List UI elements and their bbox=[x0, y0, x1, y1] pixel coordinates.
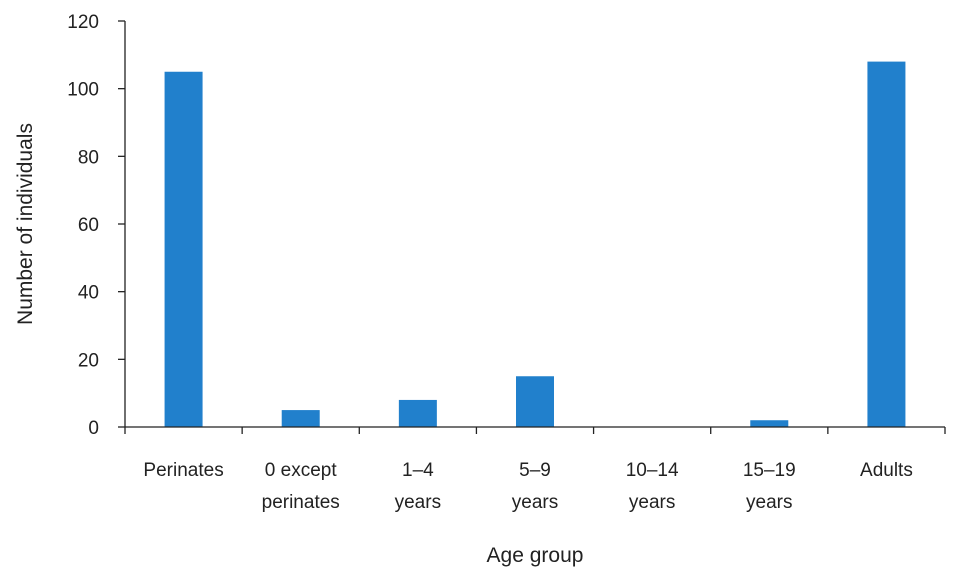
x-category-label: 10–14 years bbox=[626, 460, 679, 513]
y-axis-title: Number of individuals bbox=[14, 123, 37, 325]
y-tick-label: 100 bbox=[67, 80, 99, 101]
y-tick-label: 120 bbox=[67, 12, 99, 33]
y-tick-label: 60 bbox=[78, 215, 99, 236]
x-category-label: Perinates bbox=[143, 460, 223, 481]
y-tick-label: 80 bbox=[78, 147, 99, 168]
y-tick-label: 40 bbox=[78, 283, 99, 304]
bar-6 bbox=[867, 61, 906, 427]
x-axis-title: Age group bbox=[487, 544, 584, 567]
y-axis-ticks: 0 20 40 60 80 100 120 bbox=[67, 12, 125, 439]
bar-5 bbox=[750, 420, 789, 427]
x-category-label: Adults bbox=[860, 460, 913, 481]
x-category-label: 5–9 years bbox=[512, 460, 558, 513]
x-category-label: 1–4 years bbox=[395, 460, 441, 513]
bar-1 bbox=[281, 410, 320, 427]
bar-2 bbox=[398, 399, 437, 427]
y-tick-label: 0 bbox=[88, 418, 99, 439]
bar-0 bbox=[164, 71, 203, 427]
bars bbox=[164, 61, 906, 427]
bar-3 bbox=[516, 376, 554, 427]
x-category-label: 15–19 years bbox=[743, 460, 796, 513]
x-axis-ticks: Perinates 0 except perinates 1–4 years 5–9 yea… bbox=[124, 427, 946, 513]
x-category-label: 0 except perinates bbox=[262, 460, 340, 513]
y-tick-label: 20 bbox=[78, 350, 99, 371]
